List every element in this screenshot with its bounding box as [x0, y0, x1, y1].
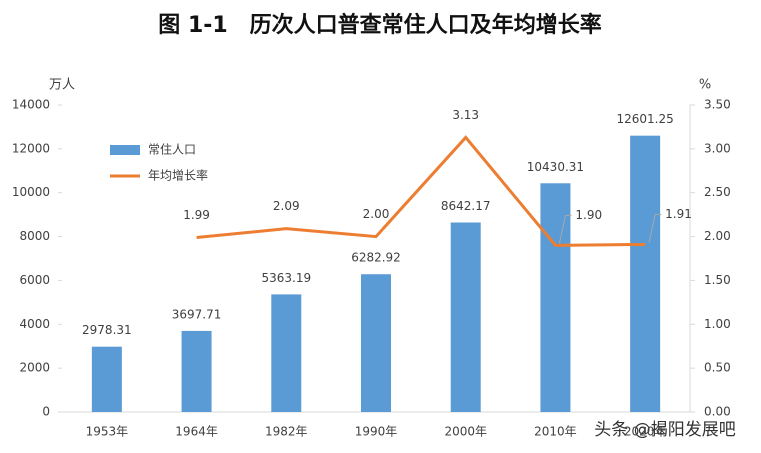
- bar: [450, 222, 481, 412]
- bar: [361, 274, 391, 412]
- x-tick-label: 2000年: [444, 425, 487, 439]
- x-tick-label: 1982年: [265, 425, 308, 439]
- bar-value-label: 10430.31: [527, 160, 584, 174]
- bar: [91, 346, 122, 412]
- line: [196, 135, 646, 247]
- y2-tick-label: 2.50: [704, 185, 731, 199]
- bar-value-label: 3697.71: [172, 307, 222, 321]
- x-tick-label: 2020年: [624, 425, 667, 439]
- y-tick-label: 6000: [19, 273, 50, 287]
- bar-value-label: 2978.31: [82, 323, 132, 337]
- y-tick-label: 4000: [19, 317, 50, 331]
- y2-tick-label: 3.50: [704, 98, 731, 112]
- y2-tick-label: 0.50: [704, 361, 731, 375]
- line-value-label: 1.91: [665, 207, 692, 221]
- x-tick-label: 1953年: [86, 425, 129, 439]
- bar-value-label: 8642.17: [441, 199, 491, 213]
- line-value-label: 3.13: [452, 108, 479, 122]
- legend-swatch: [110, 145, 140, 155]
- y2-tick-label: 3.00: [704, 141, 731, 155]
- legend-label: 年均增长率: [148, 168, 208, 183]
- bar: [540, 183, 571, 412]
- y2-tick-label: 1.50: [704, 273, 731, 287]
- x-tick-label: 1964年: [175, 425, 218, 439]
- bar: [181, 330, 212, 412]
- y-tick-label: 8000: [19, 229, 50, 243]
- y2-tick-label: 0.00: [704, 405, 731, 419]
- y-tick-label: 2000: [19, 361, 50, 375]
- bar-value-label: 6282.92: [351, 251, 401, 265]
- legend-label: 常住人口: [148, 143, 196, 157]
- line-value-label: 1.90: [575, 208, 602, 222]
- leader-line: [558, 214, 572, 244]
- bar-value-label: 12601.25: [617, 112, 674, 126]
- y-axis-label: 万人: [49, 78, 75, 93]
- x-tick-label: 2010年: [534, 425, 577, 439]
- bar: [630, 135, 661, 412]
- y2-tick-label: 1.00: [704, 317, 731, 331]
- y2-tick-label: 2.00: [704, 229, 731, 243]
- line-value-label: 2.00: [363, 207, 390, 221]
- line-value-label: 2.09: [273, 199, 300, 213]
- y-tick-label: 14000: [12, 98, 50, 112]
- leader-line: [648, 213, 662, 243]
- y-tick-label: 0: [42, 405, 50, 419]
- bar: [271, 294, 302, 412]
- y-tick-label: 10000: [12, 185, 50, 199]
- watermark: 头条 @揭阳发展吧: [594, 420, 735, 440]
- chart-title: 图 1-1 历次人口普查常住人口及年均增长率: [158, 12, 601, 38]
- line-value-label: 1.99: [183, 208, 210, 222]
- y2-axis-label: %: [699, 78, 711, 93]
- bar-value-label: 5363.19: [261, 271, 311, 285]
- y-tick-label: 12000: [12, 141, 50, 155]
- x-tick-label: 1990年: [355, 425, 398, 439]
